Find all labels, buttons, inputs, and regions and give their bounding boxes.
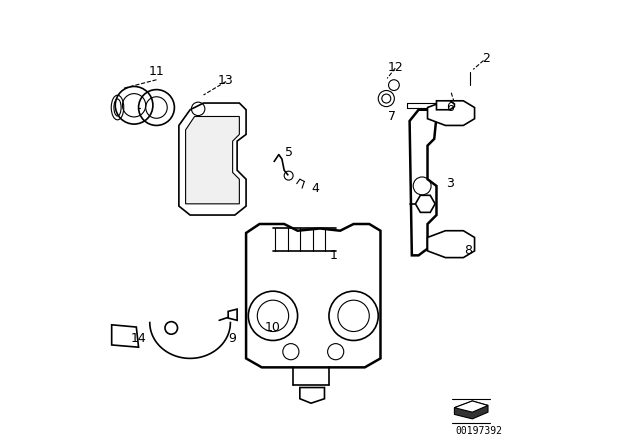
Text: 1: 1 <box>330 249 337 262</box>
Polygon shape <box>246 224 380 367</box>
Polygon shape <box>112 325 139 347</box>
Polygon shape <box>415 195 435 212</box>
Text: 14: 14 <box>131 332 147 345</box>
Text: 10: 10 <box>265 320 281 334</box>
Polygon shape <box>186 116 239 204</box>
Text: 12: 12 <box>387 60 403 74</box>
Text: 8: 8 <box>464 244 472 258</box>
Polygon shape <box>454 401 488 419</box>
Polygon shape <box>436 101 454 110</box>
Text: 3: 3 <box>446 177 454 190</box>
Ellipse shape <box>114 99 121 116</box>
Polygon shape <box>410 110 436 255</box>
Polygon shape <box>428 101 475 125</box>
Text: 7: 7 <box>388 110 396 123</box>
Text: 6: 6 <box>446 101 454 114</box>
Text: 11: 11 <box>148 65 164 78</box>
Text: 5: 5 <box>285 146 292 159</box>
Text: 2: 2 <box>482 52 490 65</box>
Polygon shape <box>454 401 488 412</box>
Text: 00197392: 00197392 <box>456 426 502 436</box>
Text: 13: 13 <box>218 74 234 87</box>
Text: 9: 9 <box>228 332 237 345</box>
Ellipse shape <box>111 95 124 120</box>
Polygon shape <box>228 309 237 320</box>
Polygon shape <box>428 231 475 258</box>
Polygon shape <box>179 103 246 215</box>
Text: 4: 4 <box>312 181 319 195</box>
Polygon shape <box>300 388 324 403</box>
